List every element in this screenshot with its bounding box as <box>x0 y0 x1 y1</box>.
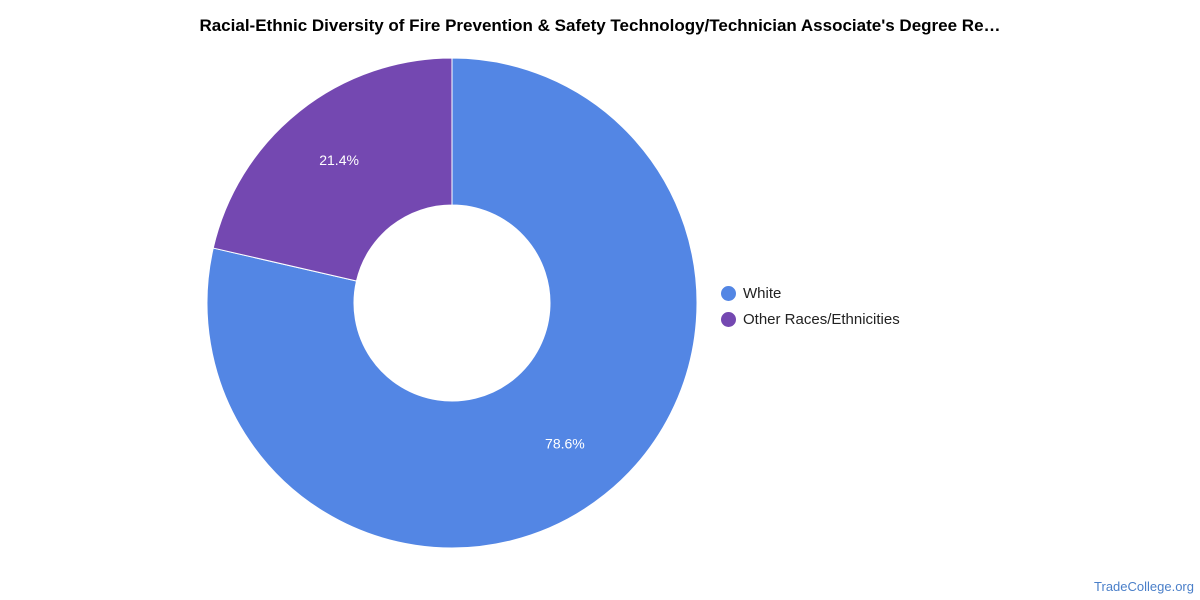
legend-label-white: White <box>743 284 782 302</box>
legend-swatch-white <box>721 285 736 301</box>
legend-label-other-races: Other Races/Ethnicities <box>743 310 900 328</box>
site-watermark[interactable]: TradeCollege.org <box>1094 579 1194 594</box>
legend-item-white[interactable]: White <box>721 280 900 306</box>
slice-white[interactable] <box>206 57 698 549</box>
chart-legend: White Other Races/Ethnicities <box>721 280 900 332</box>
slice-label-other-races: 21.4% <box>319 152 359 168</box>
slice-label-white: 78.6% <box>545 436 585 452</box>
legend-item-other-races[interactable]: Other Races/Ethnicities <box>721 306 900 332</box>
legend-swatch-other-races <box>721 311 736 327</box>
slice-other-races[interactable] <box>212 57 453 282</box>
chart-title: Racial-Ethnic Diversity of Fire Preventi… <box>199 16 1001 35</box>
